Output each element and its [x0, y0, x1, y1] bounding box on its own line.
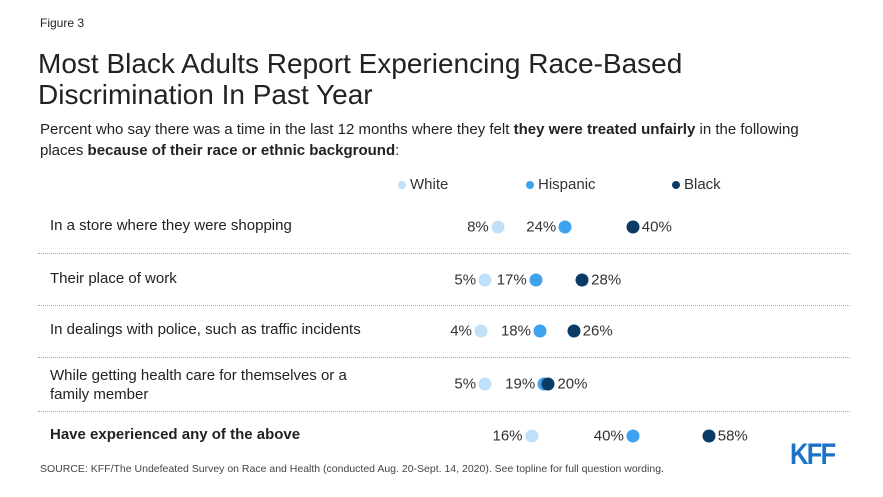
data-label-hispanic: 18%	[500, 322, 531, 340]
source-note: SOURCE: KFF/The Undefeated Survey on Rac…	[40, 463, 664, 475]
kff-logo: KFF	[790, 438, 836, 471]
figure-label: Figure 3	[40, 16, 85, 30]
data-label-white: 4%	[450, 322, 472, 340]
dot-white	[474, 324, 488, 338]
data-label-black: 40%	[641, 218, 672, 236]
dot-hispanic	[533, 324, 547, 338]
dot-hispanic	[626, 429, 640, 443]
subtitle-bold: they were treated unfairly	[513, 121, 696, 138]
legend-item-hispanic: Hispanic	[526, 176, 596, 193]
legend-label: Black	[684, 176, 721, 193]
data-label-white: 16%	[492, 427, 523, 445]
dot-white	[525, 429, 539, 443]
chart-title: Most Black Adults Report Experiencing Ra…	[38, 48, 683, 110]
chart-subtitle: Percent who say there was a time in the …	[40, 119, 840, 161]
legend-marker	[672, 180, 680, 189]
data-label-hispanic: 17%	[496, 271, 527, 289]
dot-black	[575, 273, 589, 287]
dot-white	[478, 377, 492, 391]
dot-black	[541, 377, 555, 391]
row-divider	[38, 305, 850, 306]
dot-black	[626, 220, 640, 234]
category-label: In dealings with police, such as traffic…	[50, 321, 361, 338]
data-label-black: 58%	[717, 427, 748, 445]
dot-white	[491, 220, 505, 234]
dot-black	[567, 324, 581, 338]
legend-label: Hispanic	[538, 176, 596, 193]
data-label-hispanic: 19%	[505, 375, 536, 393]
dot-black	[702, 429, 716, 443]
row-divider	[38, 357, 850, 358]
legend-label: White	[410, 176, 449, 193]
data-label-black: 28%	[591, 271, 622, 289]
subtitle-bold: because of their race or ethnic backgrou…	[87, 142, 396, 159]
dot-hispanic	[529, 273, 543, 287]
legend-item-white: White	[398, 176, 448, 193]
category-label: While getting health care for themselves…	[50, 367, 347, 403]
category-label: Have experienced any of the above	[50, 426, 301, 443]
dot-white	[478, 273, 492, 287]
data-label-white: 5%	[454, 271, 477, 289]
data-label-black: 26%	[582, 322, 613, 340]
data-label-hispanic: 24%	[526, 218, 557, 236]
data-label-white: 5%	[454, 375, 477, 393]
legend-marker	[398, 180, 406, 189]
row-divider	[38, 253, 850, 254]
subtitle-part: Percent who say there was a time in the …	[40, 121, 514, 138]
data-label-hispanic: 40%	[593, 427, 624, 445]
legend-marker	[526, 180, 534, 189]
data-label-black: 20%	[557, 375, 588, 393]
dot-hispanic	[558, 220, 572, 234]
subtitle-part: in the following places	[40, 121, 799, 159]
data-label-white: 8%	[467, 218, 489, 236]
category-label: Their place of work	[50, 270, 177, 287]
category-label: In a store where they were shopping	[50, 217, 292, 234]
subtitle-part: :	[395, 142, 400, 159]
row-divider	[38, 411, 850, 412]
legend-item-black: Black	[672, 176, 721, 193]
